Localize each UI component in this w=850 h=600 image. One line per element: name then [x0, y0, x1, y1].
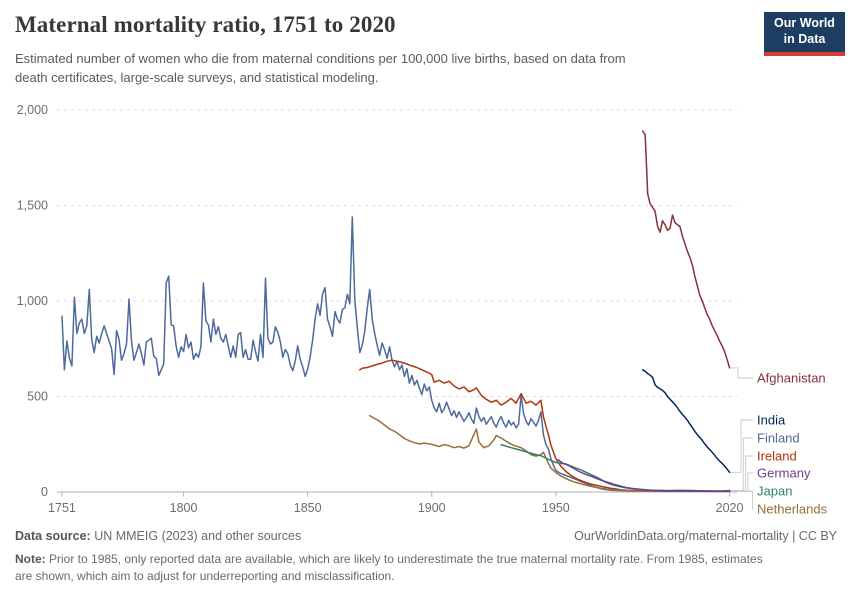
- chart-subtitle: Estimated number of women who die from m…: [15, 51, 626, 85]
- legend-label-finland[interactable]: Finland: [757, 431, 800, 446]
- owid-logo-line1: Our World: [774, 16, 835, 30]
- owid-logo[interactable]: Our World in Data: [764, 12, 845, 56]
- footnote: Note: Prior to 1985, only reported data …: [15, 551, 837, 585]
- citation-link[interactable]: OurWorldinData.org/maternal-mortality | …: [574, 529, 837, 543]
- page-title: Maternal mortality ratio, 1751 to 2020: [15, 12, 396, 37]
- legend-connector-afghanistan: [730, 367, 753, 379]
- x-axis-label-1850: 1850: [294, 501, 322, 515]
- y-axis-label-500: 500: [27, 390, 48, 404]
- x-axis-label-1950: 1950: [542, 501, 570, 515]
- legend-connector-india: [730, 419, 753, 473]
- footnote-label: Note:: [15, 552, 46, 566]
- legend-connector-ireland: [730, 455, 753, 492]
- series-line-afghanistan: [641, 130, 731, 369]
- owid-logo-line2: in Data: [783, 32, 826, 47]
- y-axis-label-2,000: 2,000: [17, 103, 48, 117]
- data-source: Data source: UN MMEIG (2023) and other s…: [15, 529, 301, 543]
- x-axis-label-1800: 1800: [170, 501, 198, 515]
- y-axis-label-1,500: 1,500: [17, 199, 48, 213]
- legend-label-afghanistan[interactable]: Afghanistan: [757, 371, 826, 386]
- series-line-finland: [61, 216, 731, 493]
- data-source-text: UN MMEIG (2023) and other sources: [90, 529, 302, 543]
- footer-source-row: Data source: UN MMEIG (2023) and other s…: [15, 529, 837, 543]
- series-line-ireland: [359, 359, 731, 492]
- y-axis-label-0: 0: [41, 485, 48, 499]
- series-line-netherlands: [368, 414, 731, 493]
- legend-label-india[interactable]: India: [757, 413, 786, 428]
- legend-label-ireland[interactable]: Ireland: [757, 449, 797, 464]
- series-line-germany: [557, 459, 731, 492]
- data-source-label: Data source:: [15, 529, 91, 543]
- legend-connector-finland: [730, 437, 753, 491]
- y-axis-label-1,000: 1,000: [17, 294, 48, 308]
- legend-connector-germany: [730, 472, 753, 492]
- x-axis-label-1751: 1751: [48, 501, 76, 515]
- series-line-india: [641, 369, 731, 474]
- x-axis-label-1900: 1900: [418, 501, 446, 515]
- x-axis-label-2020: 2020: [716, 501, 744, 515]
- legend-label-japan[interactable]: Japan: [757, 484, 792, 499]
- legend-label-germany[interactable]: Germany: [757, 466, 811, 481]
- footnote-text: Prior to 1985, only reported data are av…: [15, 552, 763, 583]
- legend-connector-netherlands: [730, 490, 753, 510]
- legend-label-netherlands[interactable]: Netherlands: [757, 502, 828, 517]
